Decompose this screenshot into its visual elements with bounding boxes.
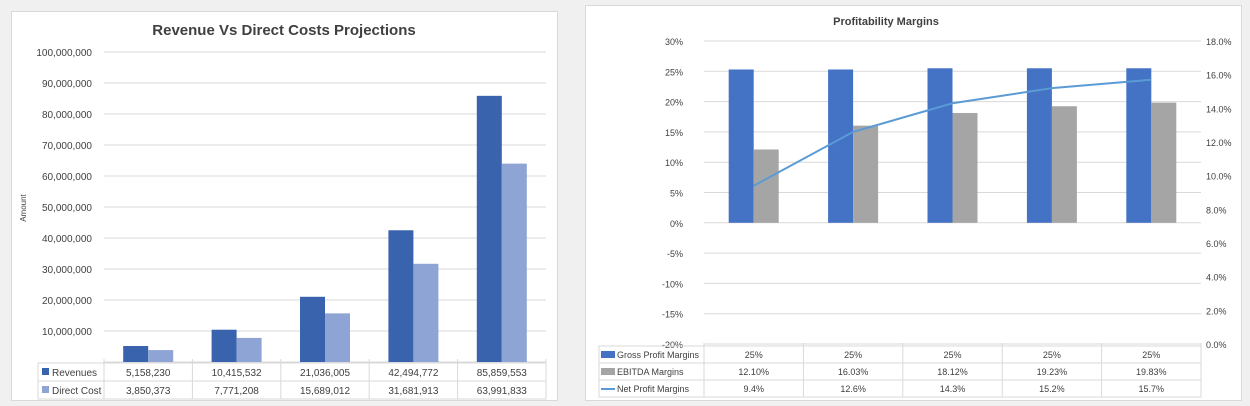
y-tick-label: 50,000,000 bbox=[42, 203, 92, 214]
bar-gross-profit-margins bbox=[1026, 68, 1052, 223]
y-tick-label: 90,000,000 bbox=[42, 79, 92, 90]
table-cell: 14.3% bbox=[940, 384, 966, 394]
y-tick-label: 80,000,000 bbox=[42, 110, 92, 121]
bar-revenues bbox=[211, 329, 237, 362]
y-tick-label: -15% bbox=[662, 310, 683, 320]
y2-tick-label: 0.0% bbox=[1206, 340, 1227, 350]
y-tick-label: 25% bbox=[665, 67, 683, 77]
y2-tick-label: 18.0% bbox=[1206, 37, 1232, 47]
bar-revenues bbox=[300, 296, 325, 362]
bar-revenues bbox=[388, 230, 414, 362]
table-cell: 16.03% bbox=[838, 367, 869, 377]
bar-ebitda-margins bbox=[952, 112, 978, 223]
table-cell: 12.6% bbox=[840, 384, 866, 394]
y-tick-label: 60,000,000 bbox=[42, 172, 92, 183]
y-tick-label: 10% bbox=[665, 158, 683, 168]
y-tick-label: -20% bbox=[662, 340, 683, 350]
line-net-profit-margins bbox=[753, 78, 1152, 187]
bar-ebitda-margins bbox=[1051, 106, 1077, 223]
bar-gross-profit-margins bbox=[1126, 68, 1152, 223]
y-tick-label: -10% bbox=[662, 279, 683, 289]
bar-gross-profit-margins bbox=[828, 69, 854, 223]
table-cell: 25% bbox=[943, 350, 961, 360]
chart-title: Profitability Margins bbox=[833, 16, 939, 28]
table-cell: 21,036,005 bbox=[300, 368, 350, 379]
table-cell: 12.10% bbox=[738, 367, 769, 377]
table-cell: 9.4% bbox=[743, 384, 764, 394]
table-cell: 10,415,532 bbox=[212, 368, 262, 379]
table-cell: 31,681,913 bbox=[388, 386, 438, 397]
bar-gross-profit-margins bbox=[728, 69, 754, 223]
legend-key bbox=[42, 368, 49, 375]
table-cell: 25% bbox=[1043, 350, 1061, 360]
table-cell: 7,771,208 bbox=[214, 386, 259, 397]
table-cell: 19.83% bbox=[1136, 367, 1167, 377]
y2-tick-label: 4.0% bbox=[1206, 273, 1227, 283]
bar-direct-cost bbox=[236, 337, 262, 362]
table-cell: 15.2% bbox=[1039, 384, 1065, 394]
bar-direct-cost bbox=[325, 313, 350, 362]
bar-direct-cost bbox=[501, 163, 527, 362]
bar-ebitda-margins bbox=[1151, 102, 1177, 223]
bar-ebitda-margins bbox=[853, 125, 879, 223]
y-tick-label: 10,000,000 bbox=[42, 327, 92, 338]
table-cell: 19.23% bbox=[1037, 367, 1068, 377]
legend-key bbox=[601, 368, 615, 375]
y2-tick-label: 10.0% bbox=[1206, 172, 1232, 182]
table-cell: 25% bbox=[745, 350, 763, 360]
y2-tick-label: 6.0% bbox=[1206, 239, 1227, 249]
y-tick-label: 20% bbox=[665, 98, 683, 108]
y-tick-label: 40,000,000 bbox=[42, 234, 92, 245]
bar-revenues bbox=[476, 95, 502, 362]
table-cell: 5,158,230 bbox=[126, 368, 171, 379]
y2-tick-label: 14.0% bbox=[1206, 104, 1232, 114]
chart-title: Revenue Vs Direct Costs Projections bbox=[152, 22, 415, 39]
y-tick-label: 15% bbox=[665, 128, 683, 138]
y-tick-label: 0% bbox=[670, 219, 683, 229]
bar-direct-cost bbox=[413, 263, 439, 362]
bar-ebitda-margins bbox=[753, 149, 779, 223]
bar-revenues bbox=[123, 346, 149, 362]
table-cell: 3,850,373 bbox=[126, 386, 171, 397]
legend-label: Net Profit Margins bbox=[617, 384, 690, 394]
revenue-chart: Revenue Vs Direct Costs Projections Amoun… bbox=[19, 22, 547, 400]
bar-direct-cost bbox=[148, 350, 174, 362]
y-axis-label: Amount bbox=[19, 193, 28, 221]
legend-key bbox=[42, 386, 49, 393]
margins-chart-panel: Profitability Margins -20% -15% -10% -5% 0% 5%… bbox=[585, 5, 1242, 401]
revenue-chart-panel: Revenue Vs Direct Costs Projections Amoun… bbox=[11, 11, 558, 401]
table-cell: 42,494,772 bbox=[388, 368, 438, 379]
y-tick-label: 20,000,000 bbox=[42, 296, 92, 307]
bar-gross-profit-margins bbox=[927, 68, 953, 223]
legend-label: Revenues bbox=[52, 368, 97, 379]
legend-label: Direct Cost bbox=[52, 386, 102, 397]
table-cell: 25% bbox=[1142, 350, 1160, 360]
table-cell: 85,859,553 bbox=[477, 368, 527, 379]
y2-tick-label: 2.0% bbox=[1206, 306, 1227, 316]
table-cell: 15,689,012 bbox=[300, 386, 350, 397]
y2-tick-label: 16.0% bbox=[1206, 71, 1232, 81]
table-cell: 25% bbox=[844, 350, 862, 360]
table-cell: 15.7% bbox=[1139, 384, 1165, 394]
y2-tick-label: 12.0% bbox=[1206, 138, 1232, 148]
y-tick-label: 30% bbox=[665, 37, 683, 47]
y-tick-label: 100,000,000 bbox=[36, 48, 92, 59]
y-tick-label: 30,000,000 bbox=[42, 265, 92, 276]
y2-tick-label: 8.0% bbox=[1206, 205, 1227, 215]
margins-chart: Profitability Margins -20% -15% -10% -5% 0% 5%… bbox=[598, 16, 1232, 398]
y-tick-label: -5% bbox=[667, 249, 683, 259]
y-tick-label: 70,000,000 bbox=[42, 141, 92, 152]
legend-key bbox=[601, 351, 615, 358]
table-cell: 63,991,833 bbox=[477, 386, 527, 397]
legend-label: Gross Profit Margins bbox=[617, 350, 700, 360]
table-cell: 18.12% bbox=[937, 367, 968, 377]
y-tick-label: 5% bbox=[670, 189, 683, 199]
legend-label: EBITDA Margins bbox=[617, 367, 684, 377]
